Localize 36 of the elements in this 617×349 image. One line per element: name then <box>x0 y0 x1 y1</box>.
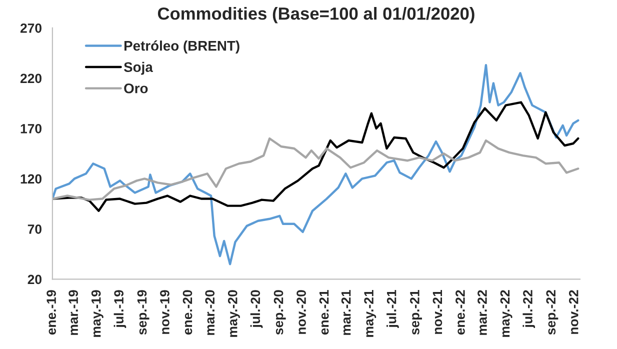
legend-label: Petróleo (BRENT) <box>124 40 240 54</box>
y-tick-label: 20 <box>28 274 42 284</box>
line-series <box>52 137 580 201</box>
y-tick-label: 170 <box>20 124 42 134</box>
x-tick-label: jul.-19 <box>114 290 126 328</box>
x-tick-label: nov.-21 <box>432 290 442 334</box>
y-tick-label: 120 <box>20 174 42 184</box>
x-tick-label: nov.-20 <box>296 290 306 334</box>
y-tick-label: 70 <box>28 224 42 234</box>
x-tick-label: may.-19 <box>91 290 104 337</box>
legend-label: Soja <box>124 62 153 75</box>
x-tick-label: jul.-22 <box>522 290 536 328</box>
x-tick-label: sep.-22 <box>546 290 558 335</box>
x-tick-label: sep.-19 <box>137 290 150 335</box>
x-tick-label: nov.-19 <box>160 290 170 334</box>
x-tick-label: mar.-20 <box>205 290 215 335</box>
legend-label: Oro <box>124 83 148 94</box>
x-tick-label: sep.-20 <box>274 290 286 335</box>
x-tick-label: jul.-21 <box>386 290 399 328</box>
x-tick-label: sep.-21 <box>410 290 422 335</box>
x-tick-label: may.-21 <box>364 290 376 337</box>
y-tick-label: 220 <box>20 74 42 84</box>
x-tick-label: jul.-20 <box>250 290 263 328</box>
x-tick-label: ene.-21 <box>319 290 329 335</box>
x-tick-label: mar.-22 <box>478 290 487 335</box>
x-tick-label: ene.-22 <box>456 290 465 335</box>
x-tick-label: mar.-19 <box>68 290 78 335</box>
x-tick-label: may.-20 <box>228 290 240 337</box>
x-tick-label: ene.-20 <box>182 290 192 335</box>
chart-title: Commodities (Base=100 al 01/01/2020) <box>158 7 474 24</box>
y-tick-label: 270 <box>20 23 42 33</box>
x-tick-label: mar.-21 <box>341 290 351 335</box>
x-tick-label: ene.-19 <box>46 290 56 335</box>
line-series <box>52 101 580 212</box>
x-tick-label: nov.-22 <box>568 290 578 334</box>
x-tick-label: may.-22 <box>500 290 512 337</box>
